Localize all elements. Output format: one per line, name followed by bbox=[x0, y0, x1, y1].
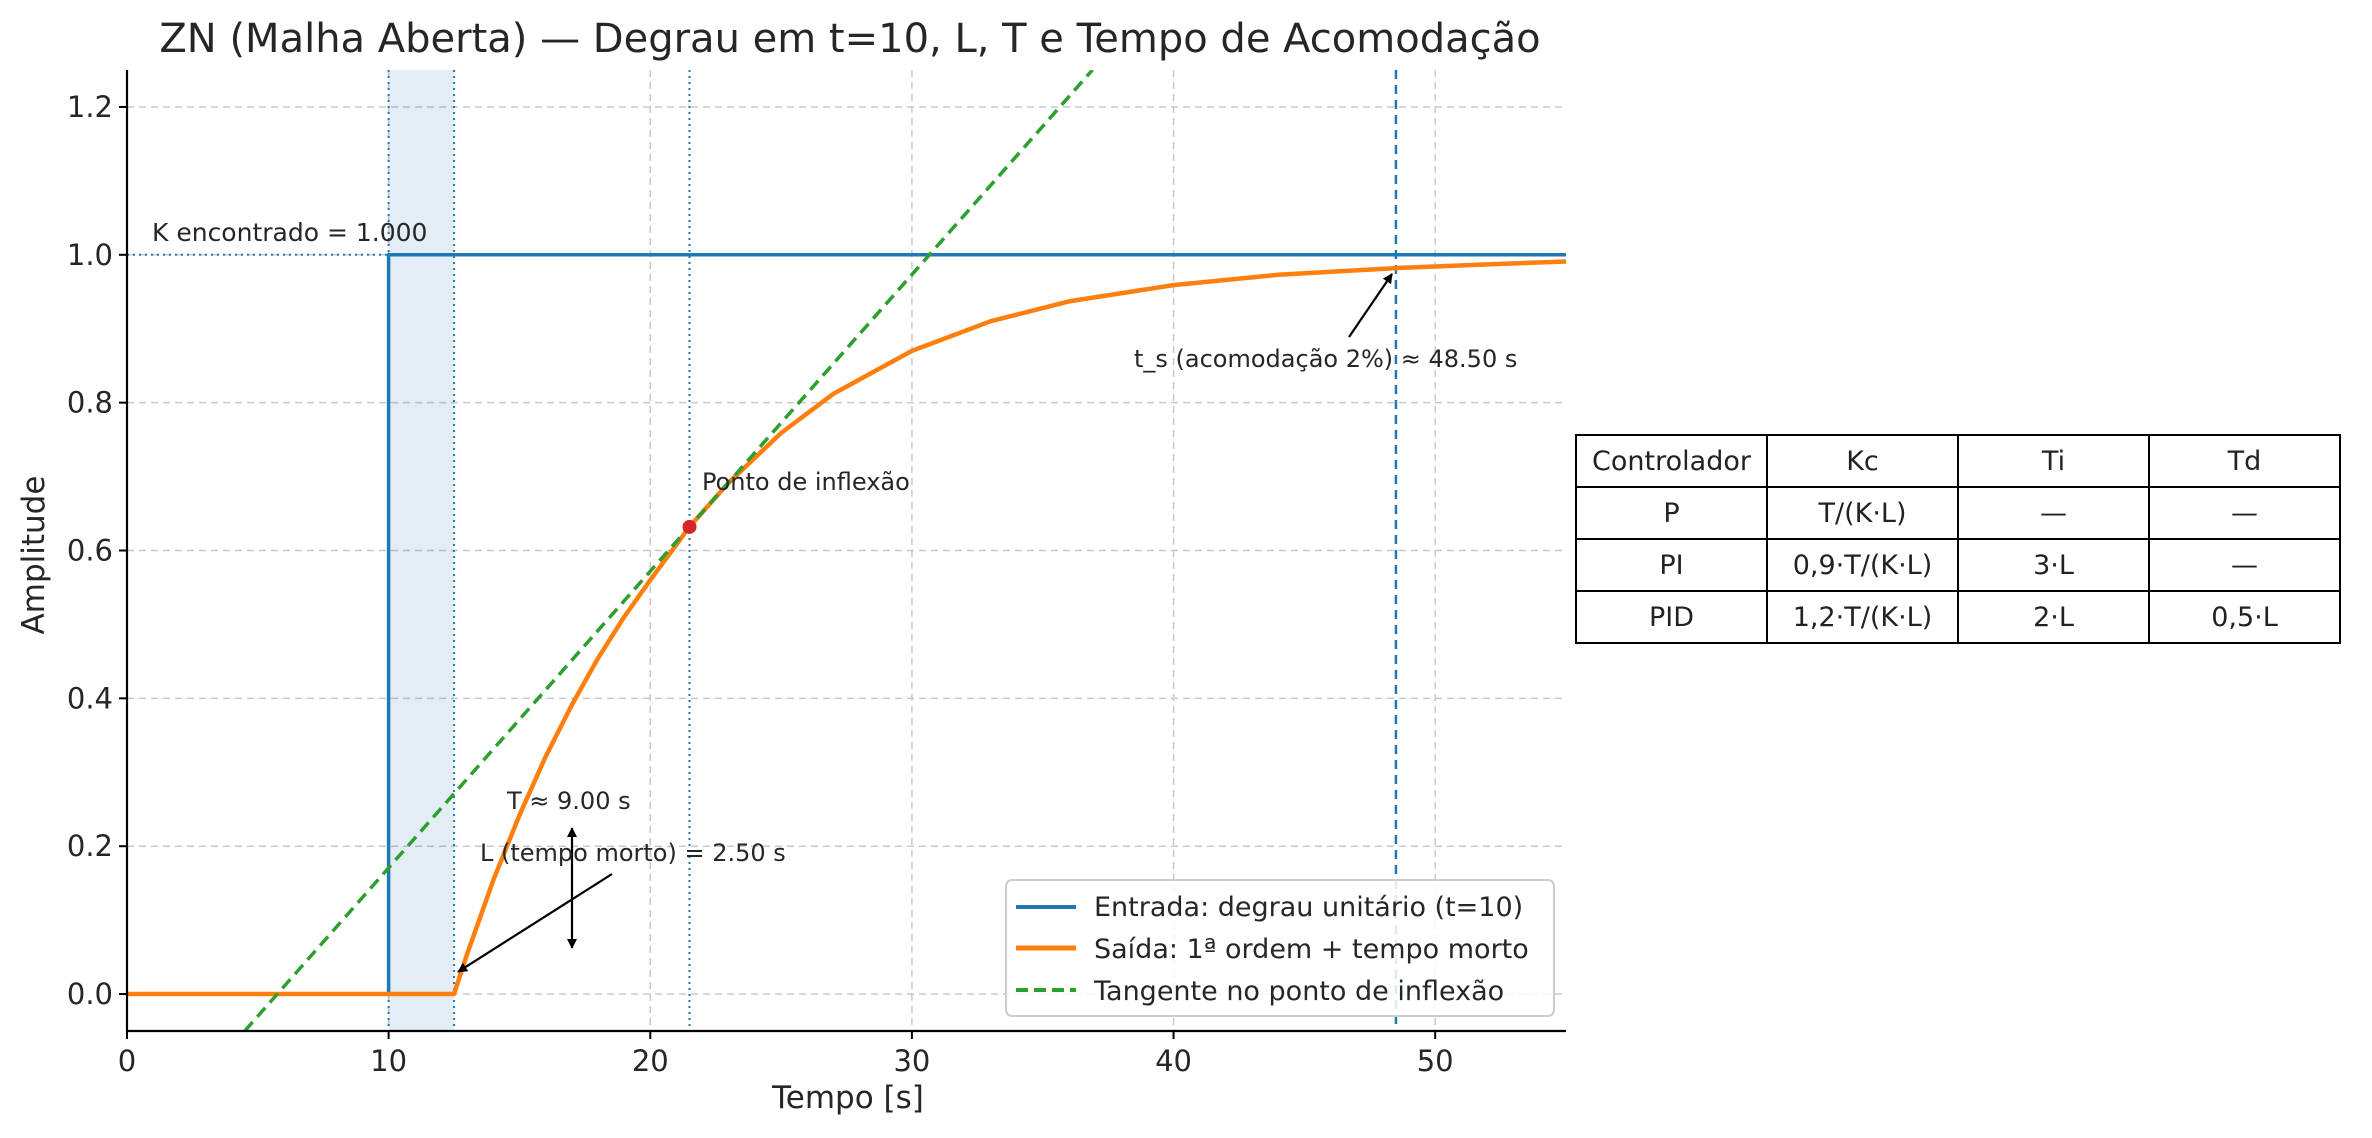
table-cell: — bbox=[1957, 486, 2150, 540]
settling-time-label: t_s (acomodação 2%) ≈ 48.50 s bbox=[1134, 345, 1517, 373]
table-cell: — bbox=[2148, 538, 2341, 592]
table-cell: 3·L bbox=[1957, 538, 2150, 592]
x-tick-label: 40 bbox=[1155, 1044, 1192, 1078]
x-axis-label: Tempo [s] bbox=[771, 1080, 924, 1116]
zn-tuning-table: Controlador Kc Ti Td P T/(K·L) — — PI 0,… bbox=[1575, 434, 2341, 644]
series-group bbox=[127, 70, 1566, 1031]
chart-title: ZN (Malha Aberta) — Degrau em t=10, L, T… bbox=[159, 16, 1540, 62]
y-tick-label: 0.6 bbox=[67, 534, 113, 568]
y-tick-label: 0.4 bbox=[67, 681, 113, 715]
y-axis-label: Amplitude bbox=[16, 476, 52, 635]
table-cell: 0,5·L bbox=[2148, 590, 2341, 644]
legend: Entrada: degrau unitário (t=10) Saída: 1… bbox=[1005, 879, 1555, 1017]
x-tick-label: 50 bbox=[1417, 1044, 1454, 1078]
legend-label-output: Saída: 1ª ordem + tempo morto bbox=[1094, 934, 1529, 965]
table-header-cell: Controlador bbox=[1575, 434, 1768, 488]
table-row: PID 1,2·T/(K·L) 2·L 0,5·L bbox=[1575, 590, 2341, 644]
output-response-line bbox=[127, 259, 1566, 997]
y-tick-label: 0.0 bbox=[67, 977, 113, 1011]
x-tick-label: 30 bbox=[893, 1044, 930, 1078]
y-tick-label: 1.0 bbox=[67, 238, 113, 272]
table-cell: 0,9·T/(K·L) bbox=[1766, 538, 1959, 592]
x-tick-label: 10 bbox=[370, 1044, 407, 1078]
k-found-label: K encontrado = 1.000 bbox=[152, 218, 427, 247]
t-constant-label: T ≈ 9.00 s bbox=[506, 787, 631, 815]
legend-frame bbox=[1005, 879, 1555, 1017]
y-tick-label: 1.2 bbox=[67, 90, 113, 124]
table-cell: PID bbox=[1575, 590, 1768, 644]
x-tick-label: 20 bbox=[632, 1044, 669, 1078]
inflection-label: Ponto de inflexão bbox=[702, 468, 910, 496]
dead-time-arrow bbox=[457, 873, 613, 973]
y-tick-label: 0.2 bbox=[67, 829, 113, 863]
ticks: 0 10 20 30 40 50 0.0 0.2 0.4 0.6 0.8 1.0 1.2 bbox=[67, 90, 1454, 1078]
table-header-cell: Ti bbox=[1957, 434, 2150, 488]
table-header-row: Controlador Kc Ti Td bbox=[1575, 434, 2341, 488]
dead-time-label: L (tempo morto) = 2.50 s bbox=[480, 839, 786, 867]
dead-time-band bbox=[388, 70, 455, 1031]
table-cell: 2·L bbox=[1957, 590, 2150, 644]
table-cell: PI bbox=[1575, 538, 1768, 592]
legend-label-input: Entrada: degrau unitário (t=10) bbox=[1094, 892, 1523, 923]
annotation-marks bbox=[457, 273, 1393, 973]
table-cell: 1,2·T/(K·L) bbox=[1766, 590, 1959, 644]
table-cell: P bbox=[1575, 486, 1768, 540]
settling-arrow bbox=[1348, 273, 1393, 338]
table-row: PI 0,9·T/(K·L) 3·L — bbox=[1575, 538, 2341, 592]
table-row: P T/(K·L) — — bbox=[1575, 486, 2341, 540]
table-header-cell: Kc bbox=[1766, 434, 1959, 488]
tangent-line bbox=[243, 70, 1094, 1031]
table-header-cell: Td bbox=[2148, 434, 2341, 488]
x-tick-label: 0 bbox=[118, 1044, 136, 1078]
inflection-point bbox=[682, 519, 697, 534]
y-tick-label: 0.8 bbox=[67, 386, 113, 420]
table-cell: T/(K·L) bbox=[1766, 486, 1959, 540]
legend-label-tangent: Tangente no ponto de inflexão bbox=[1093, 976, 1504, 1007]
table-cell: — bbox=[2148, 486, 2341, 540]
